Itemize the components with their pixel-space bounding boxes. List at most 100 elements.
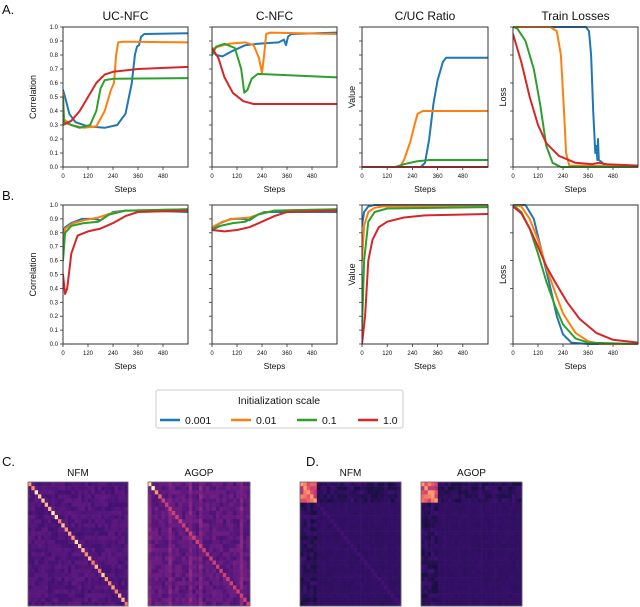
heatmap-cell [51, 577, 55, 582]
heatmap-cell [188, 560, 193, 565]
heatmap-cell [91, 593, 95, 599]
heatmap-cell [74, 568, 79, 574]
heatmap-cell [48, 502, 52, 508]
heatmap-cell [161, 601, 166, 607]
heatmap-cell [437, 535, 442, 541]
heatmap-cell [343, 506, 348, 512]
heatmap-cell [94, 510, 99, 516]
heatmap-cell [370, 572, 375, 578]
heatmap-cell [81, 560, 85, 565]
heatmap-cell [363, 601, 368, 607]
heatmap-cell [340, 486, 345, 491]
heatmap-cell [185, 581, 190, 586]
heatmap-cell [484, 556, 489, 561]
heatmap-cell [161, 548, 166, 553]
heatmap-cell [374, 564, 378, 570]
heatmap-cell [380, 589, 385, 594]
heatmap-cell [437, 601, 442, 607]
heatmap-cell [464, 539, 469, 545]
heatmap-cell [505, 593, 509, 599]
heatmap-cell [88, 523, 92, 528]
heatmap-cell [434, 527, 439, 532]
heatmap-cell [515, 544, 519, 549]
heatmap-cell [91, 527, 95, 532]
heatmap-cell [58, 581, 62, 586]
heatmap-cell [104, 581, 109, 586]
heatmap-cell [121, 577, 125, 582]
heatmap-cell [300, 535, 304, 541]
heatmap-cell [74, 601, 79, 607]
heatmap-cell [468, 502, 472, 508]
heatmap-cell [333, 581, 338, 586]
heatmap-cell [71, 593, 75, 599]
heatmap-cell [316, 577, 321, 582]
heatmap-cell [188, 527, 193, 532]
heatmap-cell [91, 494, 95, 499]
heatmap-cell [151, 498, 156, 503]
heatmap-cell [61, 515, 65, 520]
heatmap-cell [498, 527, 503, 532]
heatmap-cell [306, 498, 311, 503]
heatmap-cell [300, 539, 304, 545]
heatmap-cell [161, 556, 166, 561]
heatmap-cell [498, 515, 503, 520]
heatmap-cell [397, 593, 402, 599]
heatmap-cell [347, 502, 351, 508]
heatmap-cell [394, 544, 398, 549]
heatmap-cell [165, 597, 169, 603]
heatmap-cell [320, 560, 324, 565]
heatmap-cell [495, 531, 499, 537]
heatmap-cell [316, 539, 321, 545]
heatmap-cell [316, 506, 321, 512]
heatmap-cell [151, 490, 156, 495]
heatmap-cell [205, 585, 210, 590]
heatmap-cell [464, 560, 469, 565]
heatmap-cell [306, 515, 311, 520]
heatmap-cell [323, 515, 328, 520]
heatmap-cell [491, 560, 496, 565]
heatmap-cell [488, 482, 492, 487]
heatmap-cell [61, 585, 65, 590]
heatmap-cell [31, 535, 35, 541]
heatmap-cell [353, 560, 358, 565]
heatmap-cell [491, 494, 496, 499]
heatmap-cell [387, 490, 392, 495]
heatmap-cell [219, 535, 224, 541]
heatmap-cell [505, 556, 509, 561]
heatmap-cell [205, 527, 210, 532]
heatmap-cell [233, 482, 237, 487]
heatmap-cell [64, 506, 69, 512]
heatmap-cell [84, 498, 89, 503]
heatmap-cell [212, 510, 217, 516]
heatmap-cell [360, 502, 365, 508]
heatmap-cell [44, 552, 49, 557]
heatmap-cell [306, 589, 311, 594]
heatmap-cell [192, 527, 196, 532]
heatmap-cell [222, 556, 227, 561]
heatmap-cell [390, 531, 395, 537]
heatmap-cell [192, 510, 196, 516]
heatmap-cell [394, 577, 398, 582]
heatmap-cell [458, 510, 462, 516]
heatmap-cell [310, 560, 314, 565]
heatmap-cell [306, 506, 311, 512]
heatmap-cell [34, 564, 39, 570]
heatmap-cell [158, 548, 162, 553]
heatmap-cell [222, 498, 227, 503]
heatmap-cell [484, 539, 489, 545]
heatmap-cell [511, 535, 516, 541]
heatmap-cell [495, 494, 499, 499]
heatmap-cell [421, 544, 425, 549]
heatmap-cell [471, 577, 476, 582]
heatmap-cell [236, 531, 241, 537]
heatmap-cell [28, 548, 32, 553]
heatmap-cell [447, 560, 452, 565]
heatmap-cell [431, 581, 435, 586]
heatmap-cell [195, 548, 200, 553]
heatmap-cell [195, 535, 200, 541]
heatmap-cell [468, 519, 472, 524]
chart-title: C/UC Ratio [395, 9, 456, 23]
heatmap-cell [458, 531, 462, 537]
heatmap-cell [357, 544, 361, 549]
heatmap-cell [353, 597, 358, 603]
